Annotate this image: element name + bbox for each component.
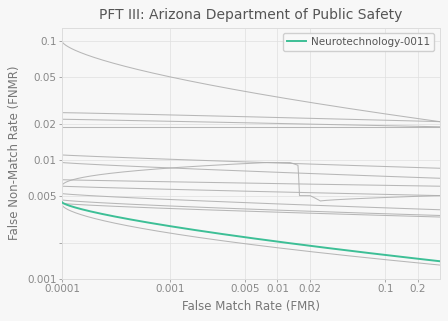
Neurotechnology-0011	[282, 241, 287, 245]
Neurotechnology-0011	[59, 200, 65, 204]
Title: PFT III: Arizona Department of Public Safety: PFT III: Arizona Department of Public Sa…	[99, 8, 402, 22]
Neurotechnology-0011	[156, 222, 162, 226]
Legend: Neurotechnology-0011: Neurotechnology-0011	[283, 33, 435, 51]
X-axis label: False Match Rate (FMR): False Match Rate (FMR)	[182, 300, 320, 313]
Neurotechnology-0011	[437, 259, 442, 263]
Neurotechnology-0011	[126, 217, 131, 221]
Line: Neurotechnology-0011: Neurotechnology-0011	[62, 202, 439, 261]
Neurotechnology-0011	[230, 234, 236, 238]
Y-axis label: False Non-Match Rate (FNMR): False Non-Match Rate (FNMR)	[9, 66, 22, 240]
Neurotechnology-0011	[311, 244, 317, 248]
Neurotechnology-0011	[344, 248, 349, 252]
